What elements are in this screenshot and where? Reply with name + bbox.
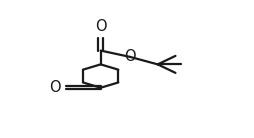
Text: O: O (95, 19, 106, 34)
Text: O: O (49, 80, 60, 95)
Text: O: O (124, 49, 136, 64)
